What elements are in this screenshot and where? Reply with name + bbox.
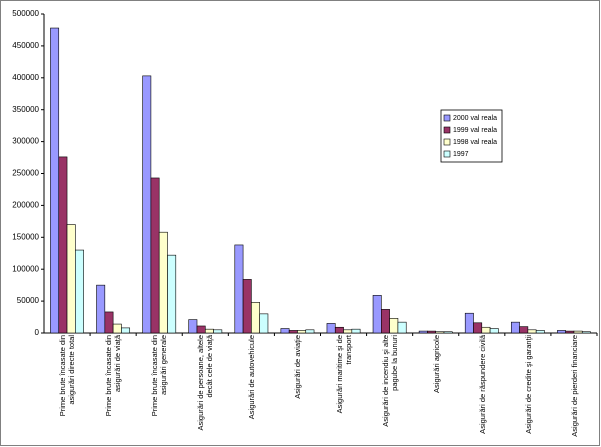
x-tick-label: Asigurări de credite şi garanţii (523, 335, 533, 434)
bar (150, 177, 160, 334)
x-tick-label: Prime brute încasate din asigurări gener… (150, 335, 169, 417)
bar (510, 321, 520, 334)
bar (121, 327, 131, 334)
bar (242, 279, 252, 334)
x-tick-label: Prime brute încasate din asigurări direc… (58, 335, 77, 417)
bar (464, 312, 474, 334)
y-tick-label: 0 (35, 328, 40, 337)
bar (50, 27, 60, 334)
bar (104, 311, 114, 334)
y-tick-label: 100000 (12, 264, 39, 273)
bar (326, 323, 336, 334)
legend-swatch (443, 150, 451, 158)
bar (565, 330, 575, 334)
y-tick-label: 450000 (12, 41, 39, 50)
legend-label: 2000 val reala (453, 115, 497, 122)
bar (427, 330, 437, 334)
bar (435, 331, 445, 334)
bar (581, 331, 591, 334)
bar (58, 156, 68, 334)
bar (418, 330, 428, 334)
y-tick-label: 300000 (12, 137, 39, 146)
legend-label: 1999 val reala (453, 127, 497, 134)
legend-swatch (443, 138, 451, 146)
legend-swatch (443, 126, 451, 134)
bar (489, 328, 499, 334)
bar (204, 328, 214, 334)
bar (372, 295, 382, 334)
bar (112, 323, 122, 334)
x-tick-label: Asigurări de pierderi financiare (569, 335, 579, 437)
x-tick-label: Asigurări de aviaţie (292, 335, 302, 399)
x-tick-label: Asigurări de incendiu şi alte pagube la … (380, 335, 399, 427)
x-tick-label: Asigurări de răspundere civilă (477, 335, 487, 434)
bar (142, 75, 152, 334)
y-tick-label: 500000 (12, 9, 39, 18)
bar (251, 302, 260, 334)
bar (259, 313, 269, 334)
x-tick-label: Asigurări de autovehicule (246, 335, 256, 420)
bar (196, 325, 206, 334)
bar (527, 329, 537, 334)
bar (473, 322, 483, 334)
legend-swatch (443, 114, 451, 122)
bar (288, 330, 298, 334)
bar (351, 328, 361, 334)
bar (96, 284, 106, 334)
x-tick-label: Asigurări agricole (431, 335, 441, 393)
legend-box (440, 109, 503, 163)
y-tick-label: 150000 (12, 232, 39, 241)
bar (158, 231, 168, 334)
bar (381, 309, 390, 334)
y-tick-label: 50000 (17, 296, 40, 305)
bar (343, 329, 353, 334)
bar (443, 331, 453, 334)
bar (280, 328, 290, 334)
bar (167, 254, 177, 334)
bar (188, 319, 198, 334)
bar (481, 326, 491, 334)
y-tick-label: 350000 (12, 105, 39, 114)
bar (334, 326, 344, 334)
bar (389, 318, 399, 334)
y-tick-label: 200000 (12, 201, 39, 210)
y-tick-label: 400000 (12, 73, 39, 82)
legend-label: 1997 (453, 151, 469, 158)
bar (213, 329, 223, 334)
x-tick-label: Asigurări maritime şi de transport (334, 335, 353, 414)
bar (397, 321, 407, 334)
bar (535, 330, 545, 334)
x-tick-label: Asigurări de persoane, altele decât cele… (196, 335, 215, 431)
bar (66, 224, 76, 334)
bar (234, 244, 244, 334)
bar (305, 329, 315, 334)
x-tick-label: Prime brute încasate din asigurări de vi… (104, 335, 123, 417)
bar (297, 330, 307, 334)
bar (557, 330, 566, 334)
bar (519, 326, 529, 334)
y-tick-label: 250000 (12, 169, 39, 178)
bar (573, 330, 583, 334)
legend-label: 1998 val reala (453, 139, 497, 146)
bar (75, 249, 84, 334)
